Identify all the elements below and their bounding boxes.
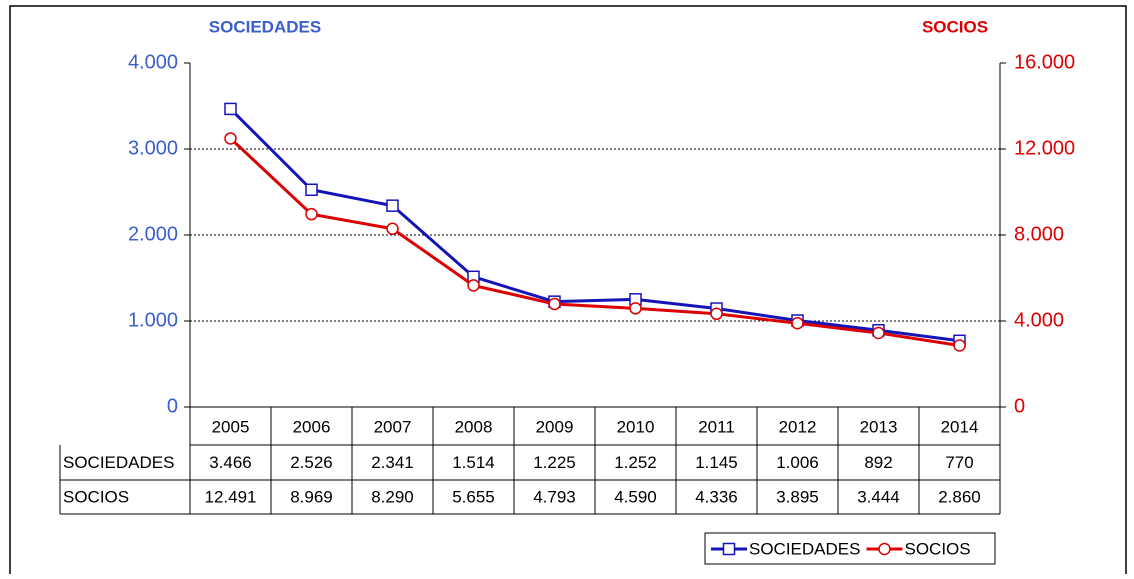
marker [548, 297, 561, 311]
table-cell: 8.969 [290, 487, 333, 506]
table-cell: 12.491 [205, 487, 257, 506]
line [229, 107, 960, 343]
marker [386, 199, 399, 212]
marker [305, 207, 318, 221]
table-cell: 3.895 [776, 487, 819, 506]
legend-box [704, 532, 996, 565]
y2-tick-label: 12.000 [1014, 137, 1075, 159]
legend-marker [722, 542, 736, 556]
x-tick-label: 2012 [779, 417, 817, 436]
table-cell: 8.290 [371, 487, 414, 506]
y2-tick-label: 0 [1014, 395, 1025, 417]
table-row-label: SOCIOS [63, 487, 129, 506]
x-tick-label: 2007 [374, 417, 412, 436]
legend-label: SOCIOS [904, 539, 970, 558]
marker [953, 339, 966, 352]
table-cell: 1.252 [614, 453, 657, 472]
table-cell: 3.466 [209, 453, 252, 472]
marker [710, 307, 723, 321]
marker [467, 279, 480, 292]
table-cell: 1.514 [452, 453, 495, 472]
y-tick-label: 0 [167, 395, 178, 417]
table-cell: 892 [864, 453, 892, 472]
y-tick-label: 1.000 [128, 309, 178, 331]
x-tick-label: 2014 [941, 417, 979, 436]
table-cell: 2.341 [371, 453, 414, 472]
x-tick-label: 2013 [860, 417, 898, 436]
x-tick-label: 2006 [293, 417, 331, 436]
y2-tick-label: 4.000 [1014, 309, 1064, 331]
y-tick-label: 4.000 [128, 51, 178, 73]
table-cell: 1.145 [695, 453, 738, 472]
table-cell: 4.793 [533, 487, 576, 506]
x-tick-label: 2010 [617, 417, 655, 436]
table-row-label: SOCIEDADES [63, 453, 174, 472]
marker [386, 222, 399, 236]
table-cell: 1.225 [533, 453, 576, 472]
legend-label: SOCIEDADES [749, 539, 860, 558]
table-cell: 5.655 [452, 487, 495, 506]
y2-tick-label: 16.000 [1014, 51, 1075, 73]
table-cell: 2.860 [938, 487, 981, 506]
x-tick-label: 2009 [536, 417, 574, 436]
y-axis-title: SOCIEDADES [209, 17, 321, 36]
table-cell: 3.444 [857, 487, 900, 506]
y-tick-label: 2.000 [128, 223, 178, 245]
y-tick-label: 3.000 [128, 137, 178, 159]
table-cell: 2.526 [290, 453, 333, 472]
marker [305, 183, 318, 197]
y2-tick-label: 8.000 [1014, 223, 1064, 245]
line [229, 137, 960, 347]
marker [791, 317, 804, 330]
legend-marker [878, 542, 891, 556]
y2-axis-title: SOCIOS [922, 17, 988, 36]
table-cell: 770 [945, 453, 973, 472]
table-cell: 4.336 [695, 487, 738, 506]
table-cell: 1.006 [776, 453, 819, 472]
marker [224, 102, 237, 116]
x-tick-label: 2005 [212, 417, 250, 436]
frame [9, 5, 1127, 577]
marker [629, 302, 642, 315]
x-tick-label: 2011 [698, 417, 735, 436]
marker [224, 132, 237, 145]
table-cell: 4.590 [614, 487, 657, 506]
x-tick-label: 2008 [455, 417, 493, 436]
marker [872, 326, 885, 340]
